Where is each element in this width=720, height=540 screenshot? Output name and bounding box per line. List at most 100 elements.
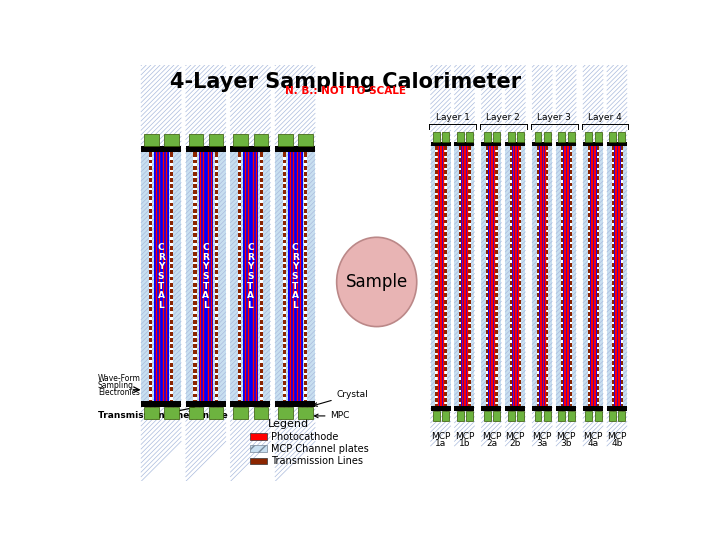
Bar — [444, 298, 447, 300]
Bar — [495, 359, 498, 361]
Text: 3a: 3a — [536, 439, 548, 448]
Bar — [149, 157, 152, 159]
Bar — [238, 194, 241, 197]
Bar — [510, 377, 512, 380]
Bar — [561, 168, 563, 170]
Bar — [215, 336, 218, 338]
Bar — [435, 150, 438, 152]
Bar — [546, 260, 549, 262]
Bar — [435, 303, 438, 306]
Bar — [238, 397, 241, 400]
Bar — [194, 274, 197, 276]
Bar — [459, 353, 462, 355]
Bar — [519, 303, 521, 306]
Bar — [510, 383, 512, 386]
Bar — [194, 280, 197, 283]
Bar — [215, 237, 218, 240]
Bar — [561, 236, 563, 238]
Bar — [611, 383, 614, 386]
Bar — [144, 407, 159, 419]
Bar — [194, 244, 197, 246]
Bar — [621, 236, 623, 238]
Bar — [597, 174, 599, 177]
Bar — [510, 316, 512, 318]
Bar — [444, 146, 447, 406]
Bar — [171, 280, 174, 283]
Bar — [149, 293, 152, 295]
Bar — [495, 205, 498, 207]
Text: Layer 3: Layer 3 — [537, 113, 571, 122]
Bar — [519, 340, 521, 343]
Bar — [519, 285, 521, 287]
Bar — [435, 347, 438, 349]
Bar — [482, 142, 501, 146]
Bar — [537, 365, 539, 367]
Bar — [597, 248, 599, 251]
Bar — [588, 285, 590, 287]
Bar — [305, 157, 307, 159]
Bar — [510, 303, 512, 306]
Bar — [561, 347, 563, 349]
Bar — [149, 244, 152, 246]
Bar — [283, 256, 286, 258]
Bar — [537, 390, 539, 392]
Bar — [621, 260, 623, 262]
Bar — [546, 365, 549, 367]
Bar — [459, 211, 462, 213]
Bar — [431, 406, 451, 410]
Bar — [468, 383, 471, 386]
Bar — [486, 236, 488, 238]
Bar — [468, 291, 471, 294]
Bar — [189, 407, 204, 419]
Bar — [495, 146, 498, 406]
Bar — [149, 330, 152, 332]
Bar — [199, 152, 213, 401]
Bar — [510, 199, 512, 201]
Bar — [149, 164, 152, 166]
Bar — [570, 205, 572, 207]
Bar — [435, 316, 438, 318]
Bar — [283, 176, 286, 178]
Bar — [233, 407, 248, 419]
Bar — [546, 186, 549, 189]
Text: MCP: MCP — [455, 432, 474, 441]
Bar — [171, 323, 174, 326]
Bar — [505, 142, 526, 146]
Bar — [546, 279, 549, 281]
Bar — [298, 134, 312, 146]
Bar — [588, 146, 590, 406]
Bar — [537, 291, 539, 294]
Bar — [510, 217, 512, 220]
Bar — [611, 285, 614, 287]
Bar — [459, 236, 462, 238]
Bar — [583, 146, 603, 406]
Bar — [537, 279, 539, 281]
Bar — [567, 132, 575, 142]
Bar — [459, 146, 462, 406]
Bar — [171, 194, 174, 197]
Bar — [194, 237, 197, 240]
Bar — [468, 396, 471, 398]
Bar — [532, 146, 552, 406]
Text: C
R
Y
S
T
A
L: C R Y S T A L — [158, 243, 165, 310]
Bar — [588, 273, 590, 275]
Bar — [570, 390, 572, 392]
Bar — [238, 244, 241, 246]
Bar — [546, 217, 549, 220]
Bar — [194, 323, 197, 326]
Bar — [435, 383, 438, 386]
Bar — [171, 152, 174, 401]
Bar — [468, 316, 471, 318]
Bar — [283, 237, 286, 240]
Bar — [238, 373, 241, 375]
Bar — [283, 249, 286, 252]
Bar — [561, 316, 563, 318]
Bar — [519, 309, 521, 312]
Bar — [486, 168, 488, 170]
Bar — [588, 230, 590, 232]
Bar — [435, 402, 438, 404]
Bar — [454, 406, 474, 410]
Bar — [486, 285, 488, 287]
Bar — [435, 273, 438, 275]
Text: Sampling: Sampling — [98, 381, 134, 390]
